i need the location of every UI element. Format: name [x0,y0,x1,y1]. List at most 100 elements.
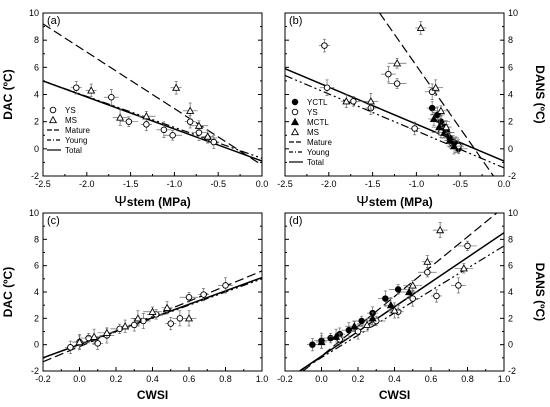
panel-label: (d) [289,215,302,227]
x-tick-label: 1.0 [256,374,269,384]
data-point [94,340,101,347]
x-tick-label: -0.5 [210,179,226,189]
x-tick-label: 0.0 [498,179,511,189]
panel-3: -0.2 0.0 0.2 0.4 0.6 0.8 1.0 -2 0 2 4 6 8 10 (c) CWSI DA… [1,208,268,402]
data-point [390,306,399,314]
panel-4: -0.2 0.0 0.2 0.4 0.6 0.8 1.0-2 0 2 4 6 8 10 (d) CWSI DA… [277,208,547,402]
line-mature [43,23,262,166]
y-tick-label: 6 [34,62,39,72]
y-tick-label: 0 [34,144,39,154]
x-tick-label: 0.8 [461,374,474,384]
legend-label: Young [307,148,329,157]
y-tick-label: 10 [29,208,39,218]
data-point [393,59,402,67]
data-point [393,80,401,87]
x-tick-label: -0.5 [452,179,468,189]
x-axis-label-symbol: Ψ [114,193,127,210]
y-axis-label: DAC (ºC) [1,69,15,119]
x-tick-label: -0.2 [277,374,293,384]
x-tick-label: -2.5 [277,179,293,189]
data-point [210,138,218,146]
data-point [290,127,300,136]
y-tick-label: 8 [508,234,513,244]
data-point [163,303,172,311]
x-tick-label: 0.4 [146,374,159,384]
y-tick-label: 4 [508,287,513,297]
data-point [429,114,438,123]
data-point [102,328,111,336]
data-points [64,277,233,354]
x-tick-label: 0.0 [256,179,269,189]
data-point [309,341,316,348]
data-point [186,118,194,125]
data-point [169,131,176,139]
legend-label: Mature [65,126,90,135]
data-point [133,314,142,322]
legend-label: Mature [307,138,332,147]
data-point [172,83,181,91]
data-point [291,98,299,106]
data-point [437,118,445,125]
data-points [70,81,220,149]
data-point [222,282,229,289]
y-tick-label: 10 [508,208,518,218]
y-tick-label: 6 [508,62,513,72]
y-tick-label: 6 [508,261,513,271]
data-point [342,97,351,105]
data-point [409,295,417,302]
panel-label: (c) [47,215,60,227]
data-point [203,132,212,140]
y-axis-label: DAC (ºC) [1,267,15,317]
y-tick-label: 10 [29,8,39,18]
y-tick-label: -2 [508,366,516,376]
x-tick-label: -2.5 [35,179,51,189]
data-point [48,115,58,124]
x-tick-label: 0.4 [388,374,401,384]
data-point [75,337,84,346]
data-point [49,106,57,114]
series-ms [340,21,452,134]
legend-label: MCTL [307,118,329,127]
y-tick-label: 8 [34,234,39,244]
y-tick-label: 6 [34,261,39,271]
data-points [318,21,468,155]
y-tick-label: -2 [31,366,39,376]
series-ms [361,222,474,332]
y-tick-label: 10 [508,8,518,18]
data-point [290,117,300,126]
data-point [445,136,454,144]
line-total [285,68,504,162]
data-point [130,321,138,329]
data-point [405,287,414,296]
data-point [366,97,375,105]
line-mature [379,13,494,176]
regression-lines [285,13,504,176]
data-point [436,225,445,234]
y-tick-label: 4 [508,90,513,100]
x-axis-label-symbol: Ψ [356,193,369,210]
legend-label: YS [307,108,318,117]
panel-2: -2.5 -2.0 -1.5 -1.0 -0.5 0.0-2 0 2 4 6 8 10 (b) Ψstem… [277,8,547,210]
data-point [411,125,418,132]
data-point [436,106,445,114]
data-point [431,83,440,91]
x-tick-label: -1.5 [365,179,381,189]
data-point [424,269,431,276]
data-point [385,70,392,78]
x-axis-label-text: stem (MPa) [369,195,433,209]
data-point [455,282,462,289]
data-point [332,332,341,340]
y-tick-label: 4 [34,90,39,100]
data-point [108,93,115,101]
series-ms [85,81,214,144]
x-tick-label: 0.0 [315,374,328,384]
y-tick-label: 4 [34,287,39,297]
line-total [43,80,262,162]
data-point [291,108,299,116]
data-point [321,42,328,49]
line-total [43,276,262,359]
data-point [428,104,436,112]
data-points [306,222,477,352]
